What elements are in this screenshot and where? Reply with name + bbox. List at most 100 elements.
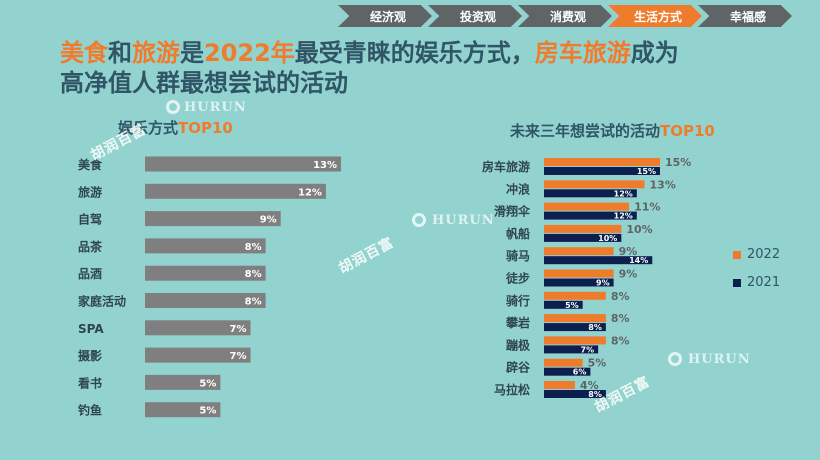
bar-2022-value-label: 5%	[588, 357, 607, 370]
bar	[145, 374, 221, 390]
hurun-logo-mark	[412, 213, 426, 227]
headline-and: 和	[108, 39, 132, 67]
headline-travel: 旅游	[132, 39, 180, 67]
bar-2021-value-label: 15%	[637, 167, 656, 176]
bar-2021-value-label: 8%	[588, 390, 602, 399]
bar-2022	[544, 291, 606, 300]
bar-2022-value-label: 8%	[611, 312, 630, 325]
bar-2022-value-label: 8%	[611, 334, 630, 347]
bar-value-label: 5%	[199, 378, 216, 389]
bar-2021-value-label: 7%	[581, 345, 595, 354]
bar	[145, 211, 281, 227]
hurun-watermark: HURUN	[432, 213, 495, 228]
bar-2021	[544, 345, 599, 354]
bar-2021-value-label: 6%	[573, 368, 587, 377]
bar-2021	[544, 256, 653, 265]
bar-2022	[544, 180, 645, 189]
category-label: 辟谷	[506, 360, 531, 375]
bar-2022-value-label: 9%	[619, 268, 638, 281]
bar-2022-value-label: 13%	[650, 178, 676, 191]
right-chart-title-main: 未来三年想尝试的活动	[510, 122, 661, 140]
left-chart-title-main: 娱乐方式	[118, 119, 179, 137]
bar	[145, 347, 251, 363]
legend-swatch-2021	[733, 278, 741, 287]
bar-2022	[544, 336, 606, 345]
category-label: 滑翔伞	[494, 204, 531, 219]
left-chart-title: 娱乐方式TOP10	[118, 117, 233, 138]
bar-2021-value-label: 9%	[596, 279, 610, 288]
legend-2022: 2022	[733, 247, 780, 262]
headline-favorite: 最受青睐的娱乐方式，	[294, 39, 535, 67]
headline-line-1: 美食和旅游是2022年最受青睐的娱乐方式，房车旅游成为	[60, 38, 800, 68]
category-label: 房车旅游	[482, 159, 530, 174]
bar-2021-value-label: 8%	[588, 323, 602, 332]
category-label: 家庭活动	[78, 294, 126, 309]
category-label: 品酒	[78, 267, 102, 281]
bar-2022	[544, 381, 575, 389]
bar-2022-value-label: 11%	[634, 201, 660, 214]
headline-year: 2022年	[204, 39, 295, 67]
category-label: 骑马	[506, 248, 530, 263]
category-label: 冲浪	[506, 181, 530, 196]
tab-happiness[interactable]: 幸福感	[698, 5, 792, 27]
bar-value-label: 8%	[245, 242, 262, 253]
bar-value-label: 12%	[298, 187, 322, 198]
section-nav: 经济观 投资观 消费观 生活方式 幸福感	[338, 5, 792, 27]
category-label: 美食	[78, 157, 103, 172]
bar-value-label: 5%	[199, 406, 216, 417]
hurun-watermark: HURUN	[184, 100, 247, 115]
bar-value-label: 13%	[313, 160, 337, 171]
legend-swatch-2022	[733, 250, 741, 259]
bar-value-label: 8%	[245, 269, 262, 280]
bar-2022-value-label: 9%	[619, 245, 638, 258]
bar-2021-value-label: 14%	[629, 256, 648, 265]
tab-lifestyle[interactable]: 生活方式	[608, 5, 702, 27]
category-label: 摄影	[78, 348, 102, 363]
category-label: 马拉松	[494, 382, 530, 397]
bar-2022	[544, 224, 622, 233]
bar	[145, 265, 266, 281]
bar	[145, 183, 326, 199]
legend-label-2022: 2022	[747, 247, 781, 262]
bar	[145, 293, 266, 308]
category-label: 骑行	[506, 293, 530, 308]
category-label: 自驾	[78, 212, 102, 227]
tab-investment[interactable]: 投资观	[428, 5, 522, 27]
category-label: 品茶	[78, 239, 103, 254]
headline-line-2: 高净值人群最想尝试的活动	[60, 69, 348, 97]
bar-2021-value-label: 12%	[614, 212, 633, 221]
bar-value-label: 8%	[245, 297, 262, 308]
headline-become: 成为	[630, 39, 679, 67]
tab-consumption[interactable]: 消费观	[518, 5, 612, 27]
bar	[145, 156, 341, 172]
page-headline: 美食和旅游是2022年最受青睐的娱乐方式，房车旅游成为 高净值人群最想尝试的活动	[60, 38, 800, 98]
headline-rv: 房车旅游	[534, 39, 631, 67]
bar-2021	[544, 189, 637, 198]
hurun-logo-mark	[166, 100, 180, 114]
bar-2021	[544, 167, 660, 175]
bar-value-label: 7%	[230, 324, 247, 335]
bar	[145, 402, 221, 418]
tab-economy[interactable]: 经济观	[338, 5, 432, 27]
bar-2021-value-label: 5%	[565, 301, 579, 310]
left-chart-title-accent: TOP10	[178, 119, 233, 137]
bar-2022	[544, 358, 583, 367]
bar-2021	[544, 300, 583, 309]
bar-2022-value-label: 4%	[580, 379, 599, 392]
bar-2021-value-label: 10%	[598, 234, 617, 243]
category-label: 旅游	[78, 184, 102, 199]
bar-2021	[544, 233, 622, 242]
bar-2022	[544, 202, 630, 211]
hurun-logo-mark	[668, 352, 682, 366]
category-label: SPA	[78, 322, 104, 336]
right-chart-title-accent: TOP10	[660, 122, 715, 140]
bar	[145, 320, 251, 336]
bar-2022-value-label: 10%	[626, 223, 652, 236]
bar	[145, 238, 266, 254]
category-label: 看书	[78, 375, 102, 390]
bar-value-label: 9%	[260, 215, 277, 226]
category-label: 钓鱼	[78, 403, 102, 418]
legend-label-2021: 2021	[747, 275, 781, 290]
bar-2022-value-label: 15%	[665, 156, 691, 169]
